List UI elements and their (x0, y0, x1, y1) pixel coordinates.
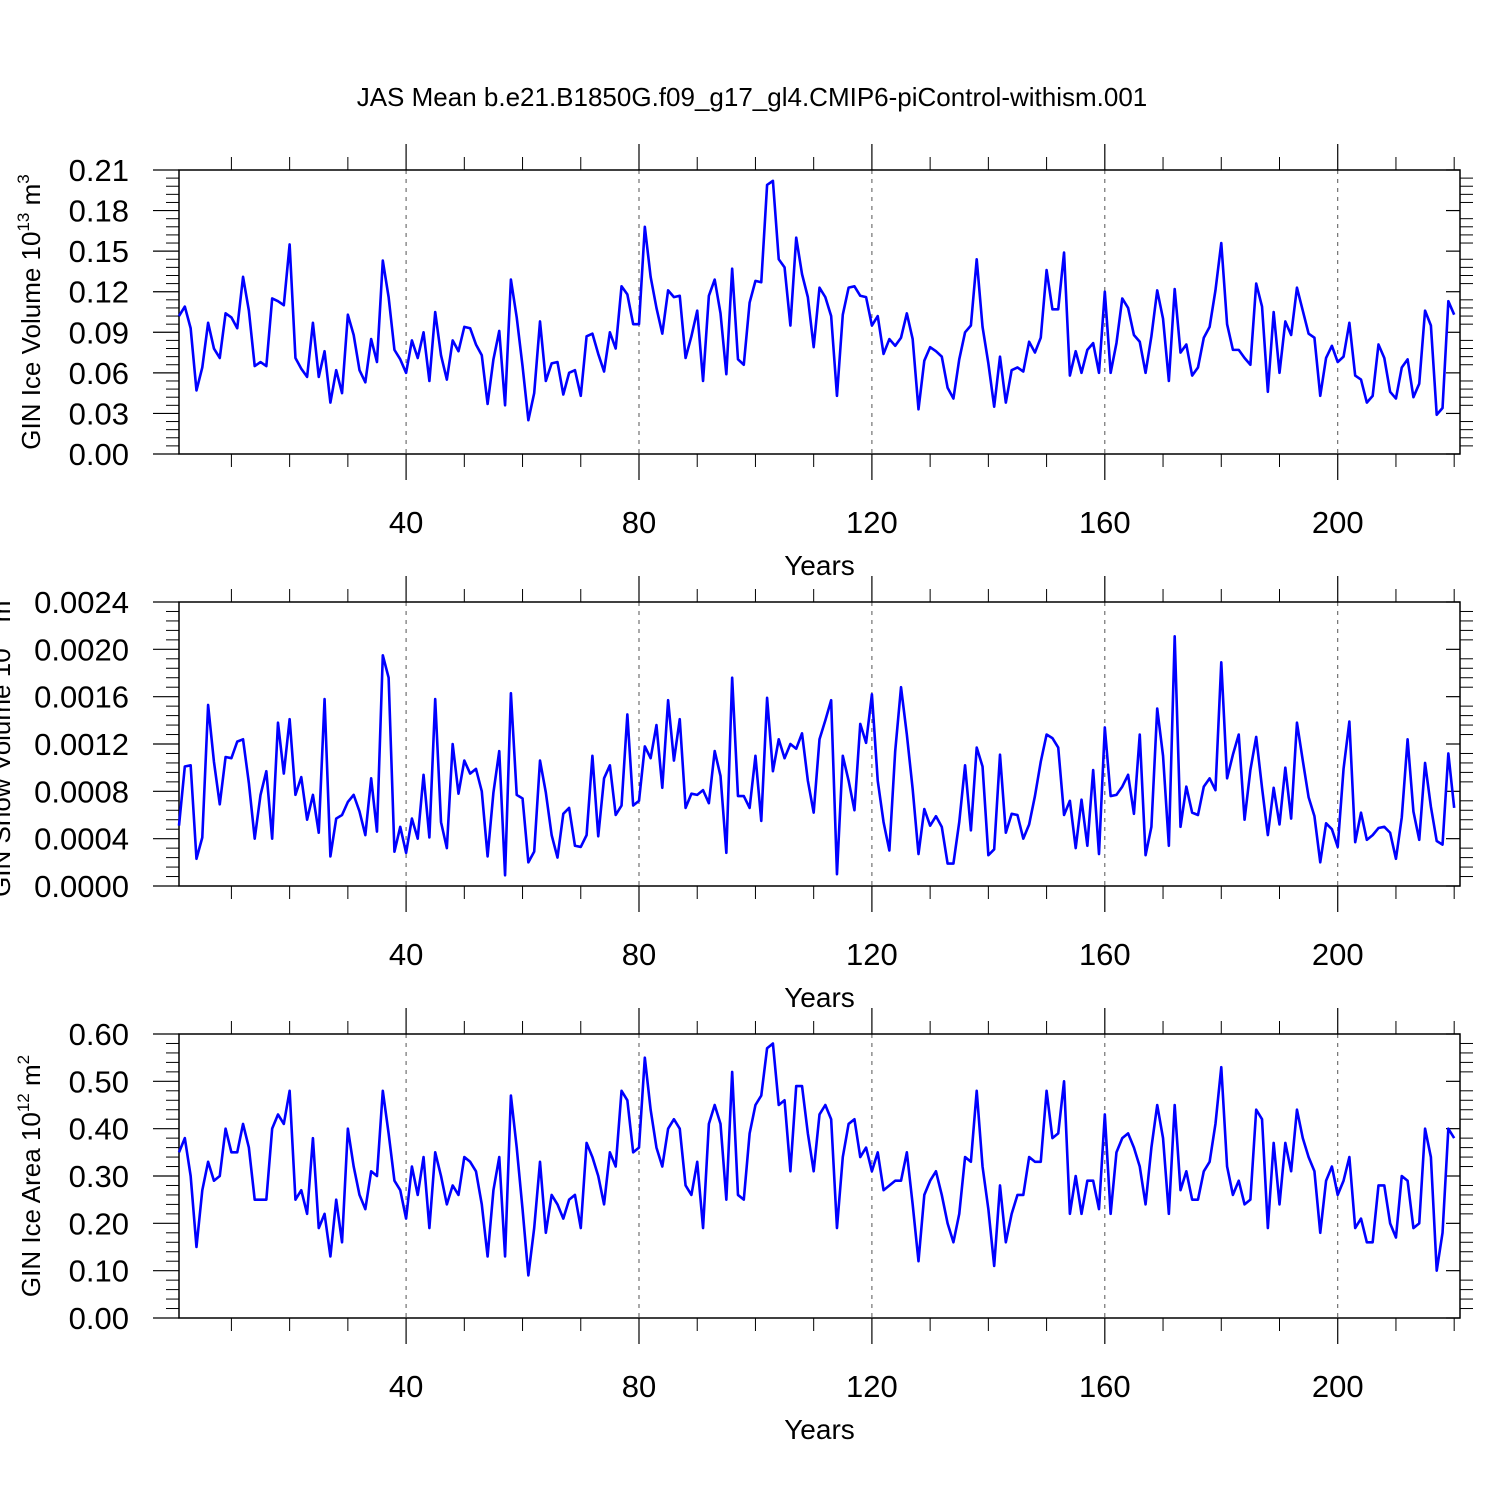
ice-area-series-line (177, 1042, 1456, 1277)
ice-area-xlabel: Years (784, 1414, 855, 1445)
ice-area-ytick-label: 0.20 (69, 1206, 129, 1241)
ice-volume-panel: 0.00 0.03 0.06 0.09 0.12 0.15 0.18 0.21 40 80 120 1… (14, 144, 1473, 581)
ice-area-xtick-label: 160 (1079, 1369, 1131, 1404)
snow-volume-ytick-label: 0.0004 (34, 822, 129, 857)
ice-area-ytick-label: 0.50 (69, 1064, 129, 1099)
ice-area-xtick-label: 200 (1312, 1369, 1364, 1404)
snow-volume-xtick-label: 80 (622, 937, 656, 972)
snow-volume-ylabel-exp: 13 (0, 629, 3, 648)
ice-area-ytick-label: 0.00 (69, 1301, 129, 1336)
snow-volume-ytick-label: 0.0012 (34, 727, 129, 762)
ice-area-ylabel-unit: m (16, 1064, 46, 1093)
panels: 0.00 0.03 0.06 0.09 0.12 0.15 0.18 0.21 40 80 120 1… (0, 144, 1473, 1445)
snow-volume-xtick-label: 120 (846, 937, 898, 972)
ice-area-ylabel-unit-exp: 2 (14, 1055, 33, 1064)
snow-volume-xtick-label: 40 (389, 937, 423, 972)
ice-volume-ylabel-unit: m (16, 184, 46, 213)
ice-area-xtick-label: 80 (622, 1369, 656, 1404)
snow-volume-xtick-label: 160 (1079, 937, 1131, 972)
ice-volume-xtick-label: 40 (389, 505, 423, 540)
ice-volume-ylabel-main: GIN Ice Volume 10 (16, 232, 46, 450)
ice-volume-ytick-label: 0.06 (69, 356, 129, 391)
ice-volume-series-line (177, 179, 1456, 422)
snow-volume-ylabel-unit: m (0, 601, 16, 630)
ice-volume-ytick-label: 0.09 (69, 315, 129, 350)
ice-area-ylabel: GIN Ice Area 1012 m2 (14, 1055, 46, 1297)
ice-volume-ytick-label: 0.12 (69, 275, 129, 310)
ice-volume-xtick-label: 160 (1079, 505, 1131, 540)
snow-volume-ytick-label: 0.0020 (34, 632, 129, 667)
ice-volume-ytick-label: 0.15 (69, 234, 129, 269)
ice-area-ytick-label: 0.10 (69, 1254, 129, 1289)
snow-volume-ytick-label: 0.0000 (34, 869, 129, 904)
ice-area-ylabel-main: GIN Ice Area 10 (16, 1112, 46, 1297)
ice-volume-ytick-label: 0.18 (69, 194, 129, 229)
ice-volume-xtick-label: 200 (1312, 505, 1364, 540)
ice-area-ylabel-exp: 12 (14, 1093, 33, 1112)
ice-volume-ylabel-unit-exp: 3 (14, 174, 33, 183)
snow-volume-ytick-label: 0.0024 (34, 585, 129, 620)
ice-volume-ytick-label: 0.21 (69, 153, 129, 188)
snow-volume-ylabel-unit-exp: 3 (0, 591, 3, 600)
ice-area-ytick-label: 0.30 (69, 1159, 129, 1194)
ice-volume-ylabel-exp: 13 (14, 213, 33, 232)
ice-volume-xlabel: Years (784, 550, 855, 581)
ice-volume-ylabel: GIN Ice Volume 1013 m3 (14, 174, 46, 450)
chart-title: JAS Mean b.e21.B1850G.f09_g17_gl4.CMIP6-… (357, 82, 1148, 112)
ice-volume-frame (178, 169, 1461, 455)
snow-volume-ytick-label: 0.0016 (34, 680, 129, 715)
ice-area-xtick-label: 120 (846, 1369, 898, 1404)
snow-volume-xlabel: Years (784, 982, 855, 1013)
ice-volume-xtick-label: 80 (622, 505, 656, 540)
ice-area-ytick-label: 0.60 (69, 1017, 129, 1052)
ice-area-xtick-label: 40 (389, 1369, 423, 1404)
snow-volume-ytick-label: 0.0008 (34, 774, 129, 809)
snow-volume-ylabel-main: GIN Snow Volume 10 (0, 648, 16, 897)
ice-area-ytick-label: 0.40 (69, 1112, 129, 1147)
ice-volume-xtick-label: 120 (846, 505, 898, 540)
snow-volume-xtick-label: 200 (1312, 937, 1364, 972)
snow-volume-panel: 0.0000 0.0004 0.0008 0.0012 0.0016 0.0020 0.00… (0, 576, 1473, 1013)
ice-volume-ytick-label: 0.00 (69, 437, 129, 472)
snow-volume-series-line (177, 635, 1456, 877)
snow-volume-ylabel: GIN Snow Volume 1013 m3 (0, 591, 16, 897)
ice-volume-ytick-label: 0.03 (69, 396, 129, 431)
ice-area-panel: 0.00 0.10 0.20 0.30 0.40 0.50 0.60 40 80 120 160 20… (14, 1008, 1473, 1445)
